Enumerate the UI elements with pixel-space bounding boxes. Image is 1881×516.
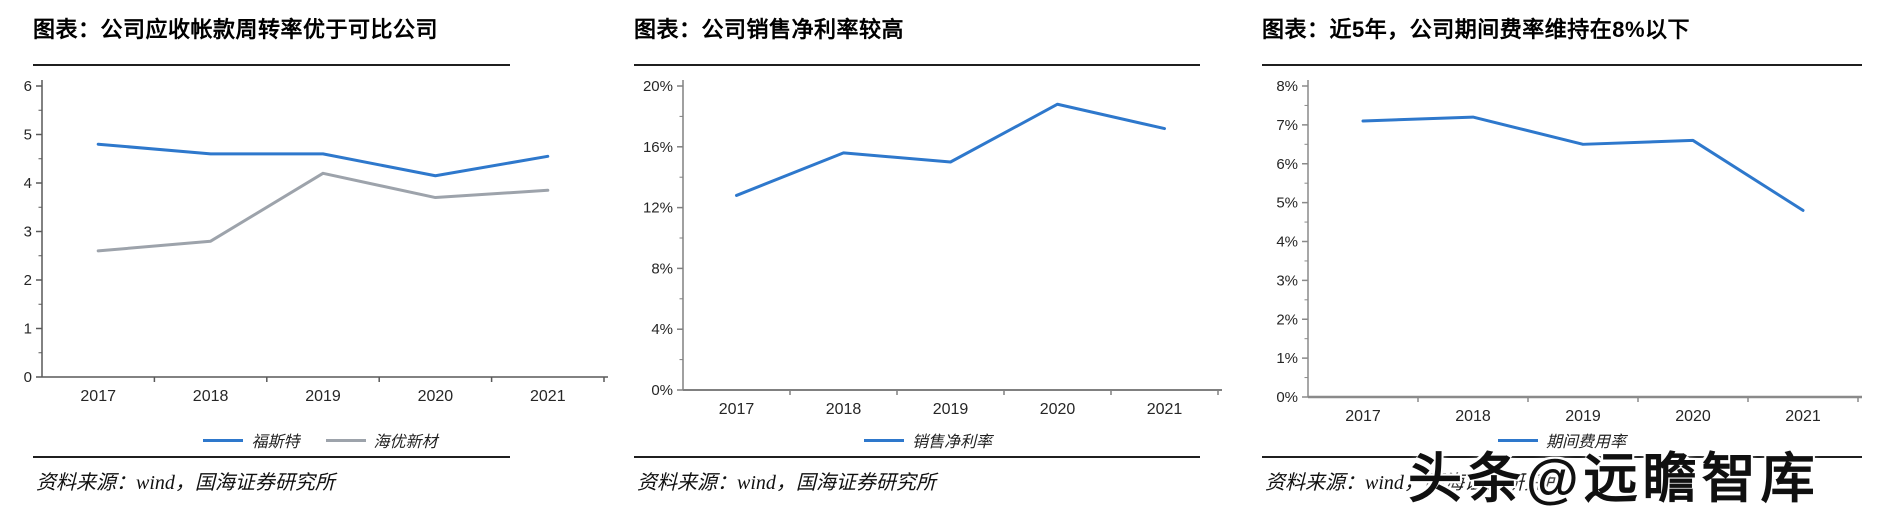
- x-tick-label: 2019: [305, 388, 341, 405]
- y-tick-label: 3%: [1276, 272, 1298, 289]
- legend-line-swatch: [1497, 438, 1538, 442]
- line-chart: 0 1 2 3 4 5 6 2017 2018 2019 2020 2021: [24, 78, 608, 405]
- chart-legend: 期间费用率: [1262, 428, 1862, 452]
- x-tick-label: 2019: [1565, 408, 1601, 425]
- legend-item: 期间费用率: [1497, 428, 1626, 452]
- series-line-海优新材: [96, 171, 550, 253]
- line-chart: 0% 4% 8% 12% 16% 20% 2017 2018 2019 2020 2021: [643, 78, 1222, 418]
- legend-label: 销售净利率: [911, 434, 992, 451]
- x-tick-label: 2021: [1785, 408, 1821, 425]
- y-tick-label: 20%: [643, 78, 673, 95]
- y-tick-label: 6%: [1276, 156, 1298, 173]
- chart-panel-period-expense-ratio: 图表：近5年，公司期间费率维持在8%以下 0% 1% 2% 3% 4% 5% 6% 7% 8% 2…: [1262, 10, 1862, 510]
- chart-panel-receivables-turnover: 图表：公司应收帐款周转率优于可比公司 0 1 2 3 4 5 6 2017 2018 2019 20…: [24, 10, 608, 510]
- x-tick-label: 2017: [719, 401, 755, 418]
- x-tick-label: 2017: [1345, 408, 1381, 425]
- chart-legend: 福斯特 海优新材: [33, 428, 608, 452]
- y-tick-label: 2%: [1276, 311, 1298, 328]
- y-tick-label: 4%: [1276, 234, 1298, 251]
- x-tick-label: 2021: [1147, 401, 1183, 418]
- y-tick-label: 0%: [651, 382, 673, 399]
- divider: [33, 64, 510, 66]
- x-tick-label: 2019: [933, 401, 969, 418]
- y-tick-label: 16%: [643, 139, 673, 156]
- x-tick-label: 2018: [826, 401, 862, 418]
- y-tick-label: 1: [24, 321, 32, 338]
- watermark: 头条@远瞻智库: [1408, 449, 1820, 509]
- divider: [634, 456, 1200, 458]
- chart-title: 图表：近5年，公司期间费率维持在8%以下: [1262, 17, 1691, 42]
- chart-source: 资料来源：wind，国海证券研究所: [1265, 472, 1564, 494]
- y-tick-label: 6: [24, 78, 32, 95]
- series-line-期间费用率: [1361, 115, 1805, 212]
- chart-title: 图表：公司销售净利率较高: [634, 17, 905, 42]
- series-line-销售净利率: [735, 102, 1166, 197]
- x-tick-label: 2018: [1455, 408, 1491, 425]
- legend-item: 福斯特: [203, 428, 300, 452]
- y-tick-label: 12%: [643, 200, 673, 217]
- legend-label: 期间费用率: [1545, 434, 1626, 451]
- x-tick-label: 2020: [1675, 408, 1711, 425]
- y-tick-label: 2: [24, 272, 32, 289]
- x-tick-label: 2018: [193, 388, 229, 405]
- legend-item: 海优新材: [325, 428, 438, 452]
- divider: [1262, 456, 1862, 458]
- y-tick-label: 5%: [1276, 195, 1298, 212]
- line-chart: 0% 1% 2% 3% 4% 5% 6% 7% 8% 2017 2018 2019 2020 2021: [1276, 78, 1862, 425]
- legend-label: 福斯特: [251, 434, 300, 451]
- y-tick-label: 3: [24, 224, 32, 241]
- chart-panel-net-margin: 图表：公司销售净利率较高 0% 4% 8% 12% 16% 20% 2017 2018 2019…: [634, 10, 1222, 510]
- x-tick-label: 2020: [418, 388, 454, 405]
- y-tick-label: 8%: [1276, 78, 1298, 95]
- x-tick-label: 2020: [1040, 401, 1076, 418]
- series-line-福斯特: [96, 142, 550, 178]
- divider: [634, 64, 1200, 66]
- y-tick-label: 0%: [1276, 389, 1298, 406]
- y-tick-label: 4: [24, 175, 32, 192]
- legend-line-swatch: [203, 438, 244, 442]
- divider: [33, 456, 510, 458]
- chart-source: 资料来源：wind，国海证券研究所: [637, 472, 936, 494]
- y-tick-label: 5: [24, 127, 32, 144]
- x-tick-label: 2017: [80, 388, 116, 405]
- legend-label: 海优新材: [373, 434, 438, 451]
- y-tick-label: 7%: [1276, 117, 1298, 134]
- chart-title: 图表：公司应收帐款周转率优于可比公司: [33, 17, 439, 42]
- divider: [1262, 64, 1862, 66]
- y-tick-label: 4%: [651, 321, 673, 338]
- x-tick-label: 2021: [530, 388, 566, 405]
- y-tick-label: 0: [24, 369, 32, 386]
- chart-source: 资料来源：wind，国海证券研究所: [36, 472, 335, 494]
- y-tick-label: 8%: [651, 260, 673, 277]
- y-tick-label: 1%: [1276, 350, 1298, 367]
- legend-item: 销售净利率: [863, 428, 992, 452]
- legend-line-swatch: [325, 438, 366, 442]
- legend-line-swatch: [863, 438, 904, 442]
- chart-legend: 销售净利率: [634, 428, 1222, 452]
